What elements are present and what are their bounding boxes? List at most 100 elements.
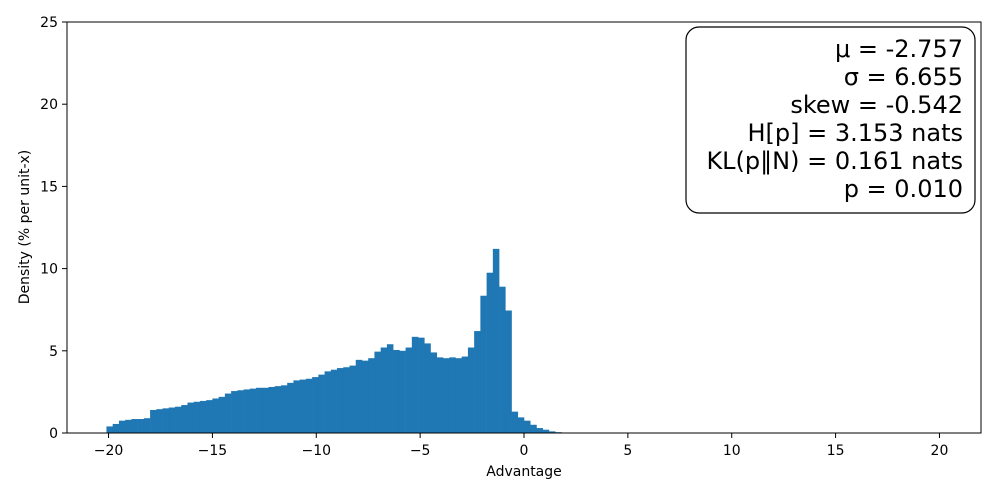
histogram-bar (442, 358, 450, 433)
histogram-bar (349, 365, 357, 433)
x-axis-label: Advantage (486, 464, 562, 480)
histogram-bar (118, 420, 126, 433)
x-tick-label: 10 (723, 443, 741, 459)
x-tick-label: −20 (94, 443, 124, 459)
histogram-bar (418, 337, 425, 433)
plot-frame (66, 21, 982, 434)
histogram-bar (492, 248, 500, 433)
y-tick-label: 25 (40, 15, 58, 31)
stat-kl: KL(p‖N) = 0.161 nats (706, 147, 963, 175)
histogram-bar (337, 368, 344, 433)
histogram-bar (237, 390, 244, 433)
histogram-bar (312, 377, 319, 433)
histogram-bar (517, 417, 525, 433)
x-tick-label: −5 (410, 443, 431, 459)
histogram-bar (206, 400, 213, 433)
histogram-bar (224, 393, 232, 433)
histogram-bar (181, 405, 188, 433)
histogram-bar (380, 347, 388, 433)
histogram-bar (361, 360, 369, 433)
histogram-bar (268, 386, 276, 433)
histogram-bar (137, 419, 145, 433)
histogram-bar (343, 367, 350, 433)
stats-box: μ = -2.757 σ = 6.655 skew = -0.542 H[p] … (685, 26, 976, 214)
histogram-bar (542, 429, 550, 433)
histogram-bar (530, 424, 537, 433)
histogram-bar (143, 418, 151, 433)
histogram-bar (156, 409, 163, 433)
histogram-bar (467, 347, 475, 433)
histogram-bar (461, 356, 469, 433)
stats-box-frame (685, 26, 976, 214)
histogram-bar (274, 386, 282, 433)
histogram-bar (131, 419, 138, 433)
bar-series (106, 248, 600, 433)
x-tick-label: 15 (827, 443, 845, 459)
x-tick-label: 0 (520, 443, 529, 459)
y-tick-label: 20 (40, 97, 58, 113)
histogram-bar (193, 401, 201, 433)
histogram-bar (287, 382, 294, 433)
histogram-bar (112, 423, 120, 433)
y-axis-ticks: 0 5 10 15 20 25 (40, 15, 67, 442)
histogram-bar (162, 408, 170, 433)
histogram-bar (231, 391, 238, 433)
histogram-bar (455, 358, 462, 433)
histogram-bar (299, 379, 307, 433)
histogram-bar (505, 310, 512, 433)
histogram-bar (524, 420, 531, 433)
histogram-bar (536, 428, 543, 433)
histogram-bar (305, 378, 313, 433)
histogram-bar (243, 389, 251, 433)
histogram-bar (374, 351, 381, 433)
stat-entropy: H[p] = 3.153 nats (747, 119, 963, 147)
y-tick-label: 5 (49, 344, 58, 360)
histogram-bar (499, 286, 506, 433)
x-axis-ticks: −20 −15 −10 −5 0 5 10 15 20 (94, 433, 949, 459)
histogram-bar (405, 347, 413, 433)
histogram-bar (318, 374, 325, 433)
histogram-bar (187, 402, 195, 433)
histogram-bar (175, 406, 182, 433)
histogram-bar (280, 385, 288, 433)
y-tick-label: 10 (40, 262, 58, 278)
histogram-bar (430, 352, 438, 433)
histogram-bar (125, 419, 132, 433)
x-tick-label: −15 (198, 443, 228, 459)
histogram-bar (399, 350, 406, 433)
stat-skew: skew = -0.542 (790, 91, 963, 119)
x-tick-label: 20 (931, 443, 949, 459)
histogram-bar (393, 349, 400, 433)
histogram-bar (256, 387, 263, 433)
y-tick-label: 0 (49, 426, 58, 442)
histogram-bar (511, 411, 519, 433)
y-tick-label: 15 (40, 179, 58, 195)
stat-mean: μ = -2.757 (835, 35, 963, 63)
x-tick-label: −10 (301, 443, 331, 459)
x-tick-label: 5 (623, 443, 632, 459)
histogram-bar (486, 272, 494, 433)
histogram-bar (218, 396, 226, 433)
histogram-bar (436, 357, 444, 433)
stat-p: p = 0.010 (844, 175, 963, 203)
histogram-bar (424, 343, 431, 433)
histogram-bar (449, 357, 456, 433)
histogram-bar (548, 431, 556, 433)
histogram-bar (293, 380, 300, 433)
histogram-bar (411, 336, 419, 433)
y-axis-label: Density (% per unit-x) (17, 150, 33, 305)
histogram-bar (480, 295, 487, 433)
histogram-bar (386, 344, 394, 433)
histogram-bar (474, 331, 481, 433)
histogram-bar (199, 400, 207, 433)
histogram-bar (355, 359, 363, 433)
histogram-bar (106, 426, 113, 433)
histogram-bar (168, 407, 176, 433)
histogram-bar (368, 358, 375, 433)
histogram-bar (324, 371, 332, 433)
histogram-bar (330, 369, 338, 433)
histogram-bar (212, 398, 219, 433)
histogram-bar (262, 387, 269, 433)
histogram-bar (150, 409, 157, 433)
